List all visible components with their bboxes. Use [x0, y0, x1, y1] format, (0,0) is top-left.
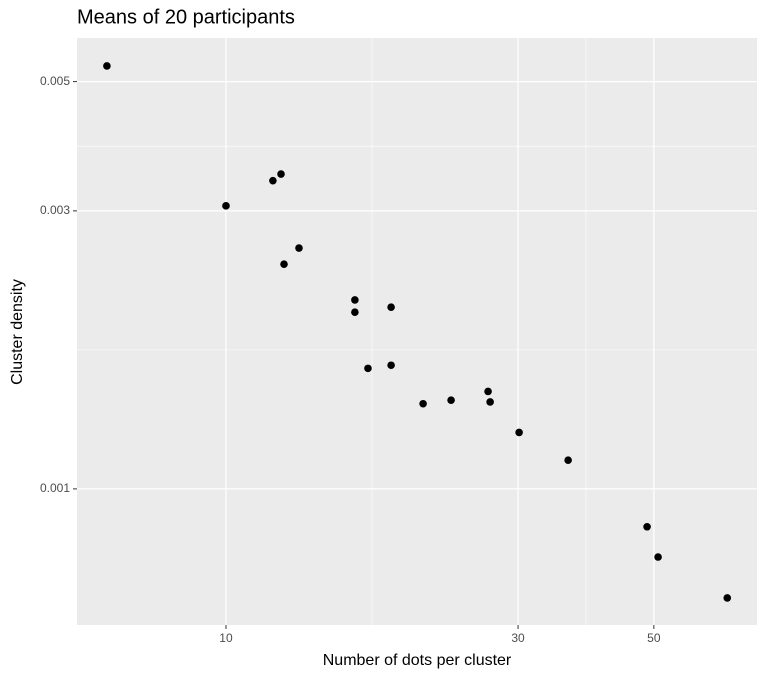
point [387, 303, 395, 312]
point [419, 399, 427, 408]
point [564, 456, 572, 465]
point [364, 364, 372, 373]
x-tick-label: 50 [647, 631, 661, 645]
point [484, 387, 492, 396]
point [723, 594, 732, 602]
point [277, 170, 285, 178]
x-axis-label: Number of dots per cluster [323, 652, 512, 669]
point [351, 308, 359, 317]
y-tick-label: 0.001 [40, 481, 70, 495]
x-tick-label: 30 [511, 631, 525, 645]
plot-panel [77, 38, 757, 625]
point [643, 522, 651, 531]
chart-title: Means of 20 participants [77, 6, 295, 28]
point [222, 202, 230, 210]
x-tick-label: 10 [219, 631, 233, 645]
point [351, 296, 359, 304]
y-tick-label: 0.003 [40, 203, 70, 217]
point [486, 398, 494, 406]
point [103, 62, 111, 70]
point [280, 260, 288, 268]
point [295, 244, 303, 252]
point [269, 176, 277, 185]
point [387, 361, 395, 370]
y-tick-label: 0.005 [40, 74, 70, 88]
point [654, 553, 662, 561]
point [447, 396, 455, 404]
y-axis-label: Cluster density [9, 279, 26, 385]
point [515, 428, 523, 437]
